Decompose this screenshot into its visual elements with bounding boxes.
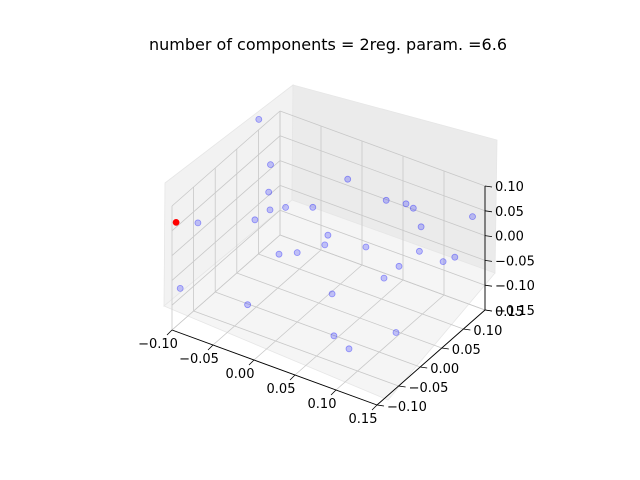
left-pane-grid-line	[171, 110, 281, 207]
x-tick-mark	[248, 359, 255, 366]
floor-grid-line	[335, 294, 445, 391]
z-tick-mark	[484, 210, 493, 213]
data-point	[469, 213, 476, 221]
data-point	[451, 253, 459, 261]
data-point	[321, 241, 329, 249]
x-tick-mark	[207, 344, 214, 351]
3d-axes	[163, 84, 498, 411]
floor-grid-line	[212, 249, 322, 346]
y-tick-mark	[376, 404, 385, 407]
data-point	[344, 175, 352, 183]
chart-title: number of components = 2reg. param. =6.6	[149, 35, 507, 54]
y-tick-label: −0.10	[387, 400, 427, 415]
data-point	[345, 345, 353, 353]
z-tick-mark	[484, 235, 493, 237]
z-tick-label: 0.00	[495, 230, 524, 245]
left-pane-grid-line	[171, 234, 281, 331]
z-tick-mark	[484, 309, 493, 312]
data-point	[380, 274, 388, 282]
right-pane-grid-line	[279, 234, 486, 311]
right-pane-grid-line	[279, 160, 486, 236]
x-tick-label: 0.00	[226, 367, 255, 382]
scatter-points	[172, 116, 476, 353]
y-tick-mark	[420, 366, 428, 369]
data-point	[282, 203, 290, 211]
z-tick-label: −0.15	[495, 304, 535, 319]
floor-grid-line	[253, 264, 363, 361]
y-tick-label: 0.15	[495, 305, 524, 320]
data-point	[255, 116, 263, 123]
z-axis-tick-labels: −0.15 −0.10 −0.05 0.00 0.05 0.10	[495, 180, 535, 319]
floor-grid-line	[215, 291, 421, 368]
z-tick-mark	[484, 284, 493, 287]
floor-grid-line	[236, 272, 442, 349]
data-point	[309, 203, 317, 211]
data-point	[417, 223, 425, 231]
data-point	[439, 258, 447, 266]
y-axis-line	[376, 309, 486, 406]
y-tick-label: 0.05	[452, 343, 481, 358]
right-pane-grid-line	[279, 185, 486, 261]
highlight-point	[172, 218, 180, 226]
data-point	[328, 290, 336, 298]
z-tick-mark	[484, 185, 493, 188]
data-point	[266, 206, 274, 214]
data-point	[395, 262, 403, 270]
floor-grid-line	[258, 253, 464, 330]
data-point	[415, 247, 423, 255]
left-pane-grid-line	[171, 185, 281, 281]
left-pane-grid-line	[171, 160, 281, 256]
data-point	[293, 249, 301, 257]
data-point	[251, 216, 259, 224]
y-tick-mark	[463, 328, 471, 331]
data-point	[176, 284, 184, 292]
data-point	[194, 219, 202, 227]
data-point	[409, 204, 417, 212]
z-tick-mark	[484, 260, 493, 262]
floor-grid-line	[193, 310, 399, 387]
x-tick-mark	[289, 374, 296, 381]
data-point	[244, 301, 252, 309]
y-tick-mark	[441, 347, 449, 350]
y-axis-tick-labels: −0.10 −0.05 0.00 0.05 0.10 0.15	[387, 305, 524, 415]
data-point	[402, 200, 410, 208]
x-tick-label: −0.10	[138, 337, 178, 352]
data-point	[265, 188, 273, 196]
data-point	[362, 243, 370, 251]
x-axis-tick-labels: −0.10 −0.05 0.00 0.05 0.10 0.15	[138, 337, 377, 427]
data-point	[392, 329, 400, 336]
right-pane-grid-line	[279, 209, 486, 286]
left-pane-grid-line	[171, 135, 281, 232]
z-tick-label: 0.10	[495, 180, 524, 195]
y-tick-mark	[398, 385, 406, 388]
right-pane-grid-line	[279, 135, 486, 212]
z-tick-label: −0.05	[495, 254, 535, 269]
tick-marks	[166, 185, 493, 411]
x-tick-mark	[330, 389, 337, 396]
z-tick-label: 0.05	[495, 205, 524, 220]
data-point	[267, 161, 274, 169]
x-tick-mark	[371, 404, 378, 411]
data-point	[275, 250, 283, 258]
y-tick-label: −0.05	[409, 381, 449, 396]
right-pane-grid-line	[279, 110, 486, 187]
y-tick-label: 0.10	[473, 324, 502, 339]
left-pane-grid-line	[171, 209, 281, 306]
floor-grid-line	[294, 279, 404, 376]
data-point	[382, 196, 390, 204]
z-tick-label: −0.10	[495, 279, 535, 294]
x-tick-mark	[166, 329, 173, 336]
x-tick-label: 0.05	[267, 382, 296, 397]
floor-pane	[163, 199, 496, 401]
x-tick-label: 0.10	[308, 397, 337, 412]
x-tick-label: 0.15	[349, 412, 378, 427]
data-point	[324, 231, 332, 239]
x-tick-label: −0.05	[179, 352, 219, 367]
y-tick-label: 0.00	[430, 362, 459, 377]
x-axis-line	[171, 329, 378, 406]
data-point	[330, 332, 338, 340]
axis-lines	[171, 186, 486, 406]
